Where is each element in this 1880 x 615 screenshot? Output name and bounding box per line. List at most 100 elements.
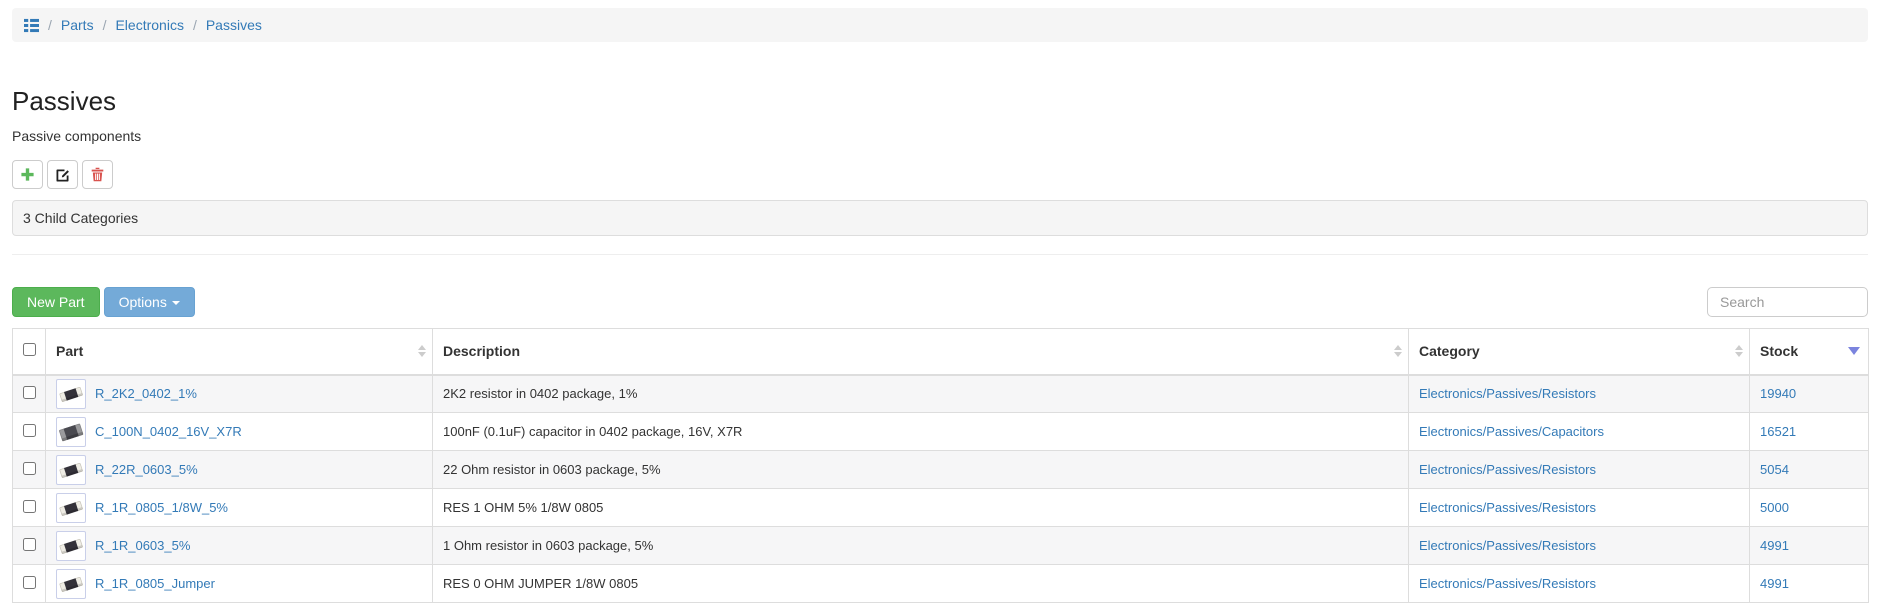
row-select-cell (12, 412, 46, 451)
category-link[interactable]: Electronics/Passives/Resistors (1419, 386, 1596, 402)
trash-icon (91, 167, 104, 182)
part-link[interactable]: C_100N_0402_16V_X7R (95, 424, 242, 439)
stock-link[interactable]: 16521 (1760, 424, 1797, 439)
search-input[interactable] (1707, 287, 1868, 317)
resistor-chip-icon (59, 462, 83, 478)
parts-table: Part Description Category Stock (12, 328, 1869, 603)
child-categories-panel[interactable]: 3 Child Categories (12, 200, 1868, 236)
part-thumbnail[interactable] (56, 492, 86, 523)
category-link[interactable]: Electronics/Passives/Resistors (1419, 462, 1596, 477)
stock-cell: 4991 (1749, 564, 1869, 603)
parts-table-body: R_2K2_0402_1% 2K2 resistor in 0402 packa… (12, 374, 1869, 603)
sort-icon (1394, 345, 1402, 358)
category-link[interactable]: Electronics/Passives/Resistors (1419, 500, 1596, 515)
row-checkbox[interactable] (22, 537, 36, 551)
plus-icon (21, 168, 34, 181)
add-category-button[interactable] (12, 160, 43, 189)
select-all-header (12, 328, 46, 376)
table-row: R_1R_0805_Jumper RES 0 OHM JUMPER 1/8W 0… (12, 564, 1869, 603)
part-link[interactable]: R_22R_0603_5% (95, 462, 198, 477)
options-dropdown-button[interactable]: Options (103, 287, 195, 317)
category-cell: Electronics/Passives/Resistors (1408, 526, 1750, 565)
part-thumbnail[interactable] (56, 416, 86, 447)
stock-link[interactable]: 19940 (1760, 386, 1797, 402)
part-cell: R_1R_0805_Jumper (45, 564, 433, 603)
stock-cell: 5000 (1749, 488, 1869, 527)
breadcrumb-item-passives[interactable]: Passives (205, 17, 262, 33)
stock-link[interactable]: 5000 (1760, 500, 1789, 515)
part-cell: R_22R_0603_5% (45, 450, 433, 489)
category-cell: Electronics/Passives/Resistors (1408, 564, 1750, 603)
description-cell: RES 0 OHM JUMPER 1/8W 0805 (432, 564, 1409, 603)
resistor-chip-icon (59, 576, 83, 592)
breadcrumb-separator: / (192, 17, 197, 33)
part-link[interactable]: R_1R_0603_5% (95, 538, 191, 553)
part-link[interactable]: R_2K2_0402_1% (95, 386, 197, 402)
description-cell: 1 Ohm resistor in 0603 package, 5% (432, 526, 1409, 565)
row-select-cell (12, 564, 46, 603)
stock-link[interactable]: 5054 (1760, 462, 1789, 477)
parts-toolbar: New Part Options (12, 287, 1868, 317)
breadcrumb-item-electronics[interactable]: Electronics (115, 17, 184, 33)
stock-cell: 5054 (1749, 450, 1869, 489)
description-cell: 100nF (0.1uF) capacitor in 0402 package,… (432, 412, 1409, 451)
caret-down-icon (171, 301, 180, 305)
breadcrumb-item-parts[interactable]: Parts (60, 17, 94, 33)
breadcrumb-separator: / (102, 17, 107, 33)
part-link[interactable]: R_1R_0805_1/8W_5% (95, 500, 228, 515)
row-checkbox[interactable] (22, 461, 36, 475)
part-cell: C_100N_0402_16V_X7R (45, 412, 433, 451)
edit-category-button[interactable] (47, 160, 78, 189)
table-row: R_1R_0805_1/8W_5% RES 1 OHM 5% 1/8W 0805… (12, 488, 1869, 527)
description-cell: 22 Ohm resistor in 0603 package, 5% (432, 450, 1409, 489)
category-link[interactable]: Electronics/Passives/Resistors (1419, 576, 1596, 591)
row-select-cell (12, 450, 46, 489)
category-cell: Electronics/Passives/Resistors (1408, 488, 1750, 527)
part-thumbnail[interactable] (56, 530, 86, 561)
part-link[interactable]: R_1R_0805_Jumper (95, 576, 215, 591)
category-cell: Electronics/Passives/Resistors (1408, 450, 1750, 489)
category-cell: Electronics/Passives/Capacitors (1408, 412, 1750, 451)
row-checkbox[interactable] (22, 575, 36, 589)
edit-icon (56, 168, 70, 181)
part-cell: R_2K2_0402_1% (45, 374, 433, 413)
description-cell: RES 1 OHM 5% 1/8W 0805 (432, 488, 1409, 527)
sort-descending-icon (1848, 347, 1860, 356)
category-link[interactable]: Electronics/Passives/Capacitors (1419, 424, 1604, 439)
column-header-part[interactable]: Part (45, 328, 433, 376)
select-all-checkbox[interactable] (22, 343, 36, 357)
category-index-link[interactable] (24, 18, 39, 33)
column-header-stock[interactable]: Stock (1749, 328, 1869, 376)
stock-cell: 16521 (1749, 412, 1869, 451)
row-checkbox[interactable] (22, 499, 36, 513)
table-row: R_2K2_0402_1% 2K2 resistor in 0402 packa… (12, 374, 1869, 413)
stock-link[interactable]: 4991 (1760, 538, 1789, 553)
row-checkbox[interactable] (22, 423, 36, 437)
breadcrumb: / Parts / Electronics / Passives (12, 8, 1868, 42)
row-select-cell (12, 488, 46, 527)
part-thumbnail[interactable] (56, 568, 86, 599)
resistor-chip-icon (59, 386, 83, 402)
category-link[interactable]: Electronics/Passives/Resistors (1419, 538, 1596, 553)
new-part-button[interactable]: New Part (12, 287, 100, 317)
section-divider (12, 254, 1868, 255)
row-checkbox[interactable] (22, 385, 36, 399)
stock-cell: 4991 (1749, 526, 1869, 565)
stock-cell: 19940 (1749, 374, 1869, 413)
page-subtitle: Passive components (12, 128, 142, 144)
description-cell: 2K2 resistor in 0402 package, 1% (432, 374, 1409, 413)
table-row: R_1R_0603_5% 1 Ohm resistor in 0603 pack… (12, 526, 1869, 565)
column-header-category[interactable]: Category (1408, 328, 1750, 376)
stock-link[interactable]: 4991 (1760, 576, 1789, 591)
part-thumbnail[interactable] (56, 454, 86, 485)
part-thumbnail[interactable] (56, 378, 86, 409)
page-title: Passives (12, 86, 117, 116)
sort-icon (1735, 345, 1743, 358)
delete-category-button[interactable] (82, 160, 113, 189)
resistor-chip-icon (59, 500, 83, 516)
category-action-bar (12, 160, 1868, 189)
row-select-cell (12, 526, 46, 565)
child-categories-label: 3 Child Categories (23, 210, 139, 226)
sort-icon (418, 345, 426, 358)
column-header-description[interactable]: Description (432, 328, 1409, 376)
